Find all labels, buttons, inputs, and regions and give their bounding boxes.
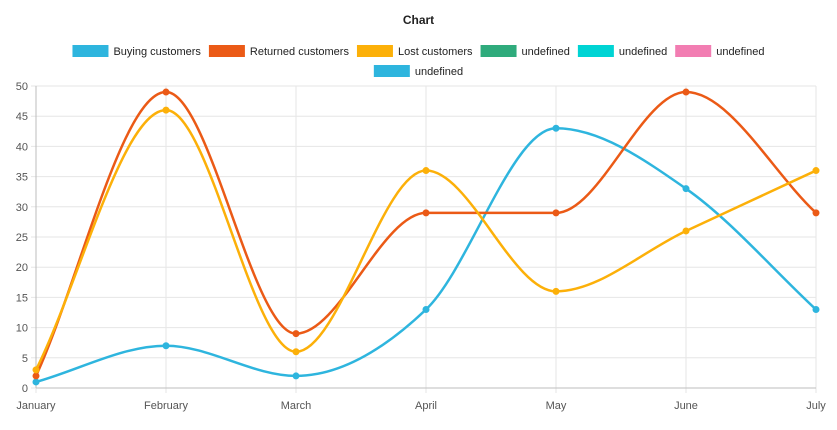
data-point[interactable] [552,124,560,132]
legend-swatch [675,45,712,57]
legend-swatch [577,45,614,57]
y-tick-label: 35 [16,172,28,184]
legend-swatch [208,45,245,57]
x-tick-label: March [281,400,312,412]
data-point[interactable] [682,227,690,235]
y-tick-label: 25 [16,232,28,244]
y-tick-label: 5 [22,353,28,365]
y-tick-label: 0 [22,383,28,395]
legend-swatch [480,45,517,57]
y-tick-label: 50 [16,81,28,93]
legend-swatch [356,45,393,57]
data-point[interactable] [292,330,300,338]
data-point[interactable] [422,305,430,313]
series-line [34,108,818,372]
legend-label: undefined [415,66,463,78]
data-point[interactable] [812,305,820,313]
legend-label: undefined [522,46,570,58]
data-point[interactable] [552,287,560,295]
legend-swatch [373,65,410,77]
series-points [32,88,820,386]
x-tick-label: February [144,400,189,412]
axes: 0 5 10 15 20 25 30 35 40 45 50 January February March… [16,81,827,412]
legend: Buying customers Returned customers Lost c… [72,45,765,78]
legend-item[interactable]: Returned customers [208,45,350,58]
x-tick-label: April [415,400,437,412]
x-tick-label: July [806,400,826,412]
data-point[interactable] [162,342,170,350]
legend-item[interactable]: undefined [373,65,463,78]
series-line [34,90,818,378]
data-point[interactable] [552,209,560,217]
data-point[interactable] [812,209,820,217]
data-point[interactable] [162,88,170,96]
y-tick-label: 40 [16,141,28,153]
legend-item[interactable]: Lost customers [356,45,473,58]
legend-label: undefined [716,46,764,58]
legend-label: Buying customers [113,46,201,58]
x-tick-label: January [16,400,56,412]
data-point[interactable] [32,372,40,380]
y-tick-label: 10 [16,323,28,335]
chart-title: Chart [403,13,434,27]
legend-item[interactable]: undefined [480,45,570,58]
data-point[interactable] [422,209,430,217]
data-point[interactable] [292,372,300,380]
legend-swatch [72,45,109,57]
data-point[interactable] [422,167,430,175]
legend-label: undefined [619,46,667,58]
legend-label: Returned customers [250,46,350,58]
legend-label: Lost customers [398,46,473,58]
y-tick-label: 45 [16,111,28,123]
legend-item[interactable]: Buying customers [72,45,201,58]
data-point[interactable] [682,88,690,96]
data-point[interactable] [812,167,820,175]
x-tick-label: June [674,400,698,412]
data-point[interactable] [32,378,40,386]
legend-item[interactable]: undefined [577,45,667,58]
data-point[interactable] [32,366,40,374]
y-tick-label: 30 [16,202,28,214]
legend-item[interactable]: undefined [675,45,765,58]
data-point[interactable] [682,185,690,193]
y-tick-label: 15 [16,292,28,304]
x-tick-label: May [546,400,567,412]
data-point[interactable] [162,106,170,114]
data-point[interactable] [292,348,300,356]
y-tick-label: 20 [16,262,28,274]
